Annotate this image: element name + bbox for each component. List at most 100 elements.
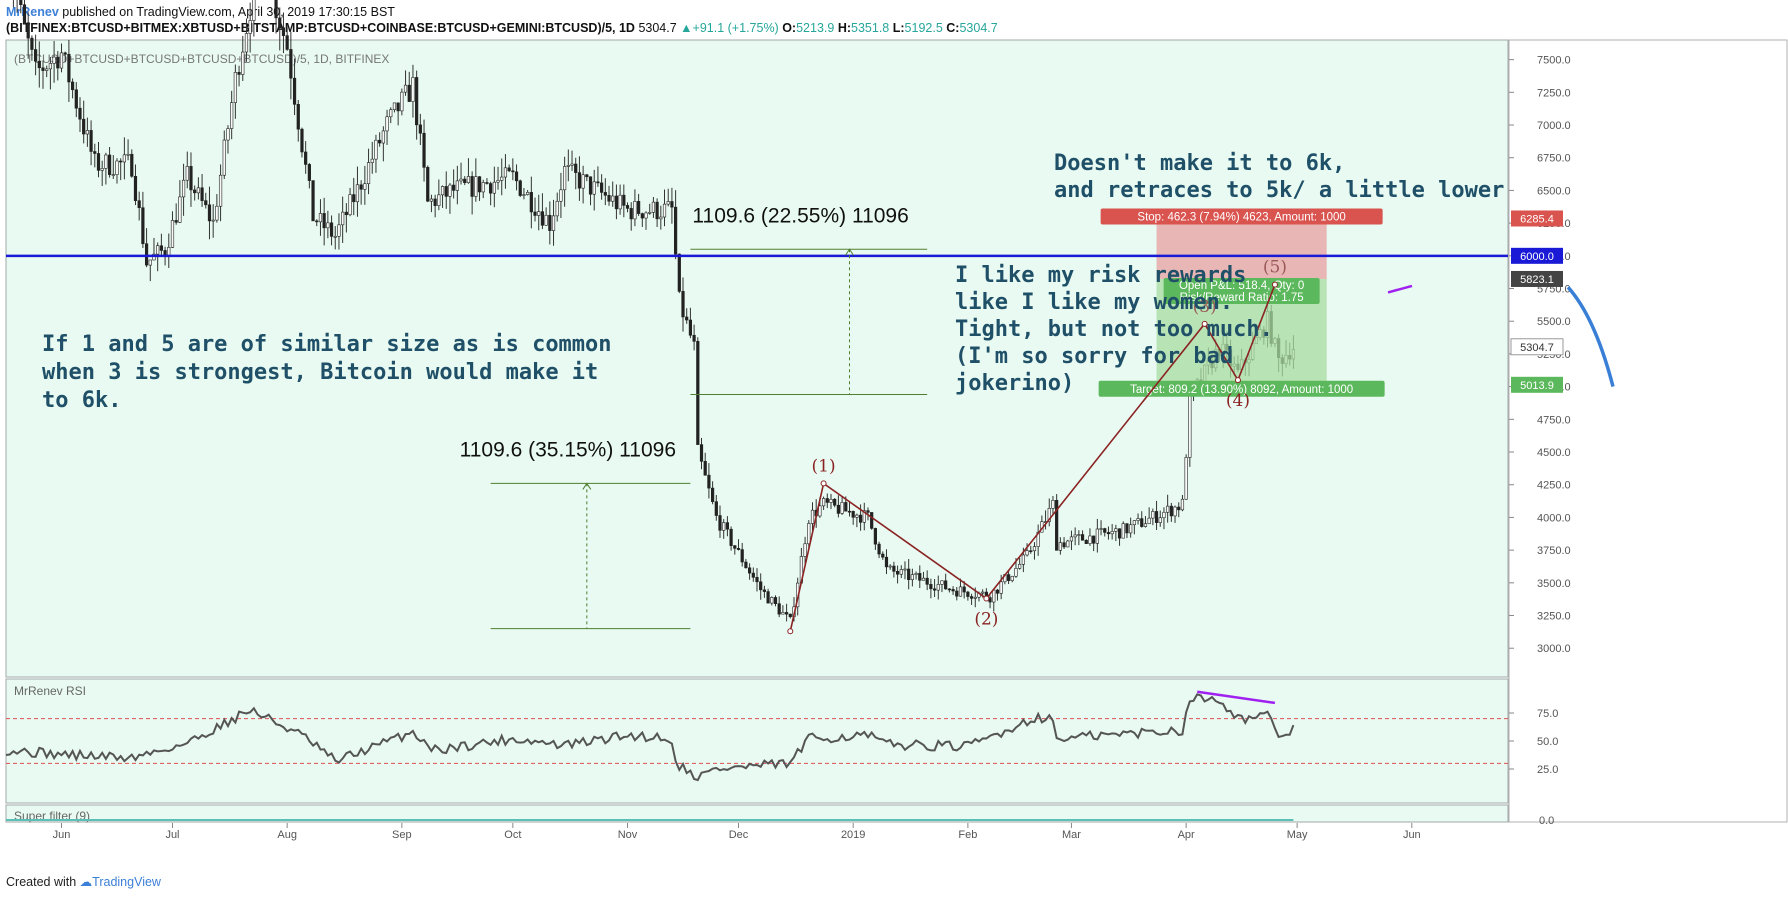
- measure-label: 1109.6 (35.15%) 11096: [460, 438, 676, 461]
- candle-body: [858, 514, 863, 523]
- candle-body: [104, 154, 108, 169]
- candle-body: [688, 319, 693, 336]
- divergence-line-rsi: [1197, 690, 1276, 705]
- note-retrace: Doesn't make it to 6k,and retraces to 5k…: [1054, 151, 1504, 203]
- candle-body: [237, 72, 241, 75]
- candle-body: [1166, 505, 1170, 513]
- candle-body: [485, 182, 489, 184]
- wave-dot: [1234, 377, 1241, 384]
- publish-info: published on TradingView.com, April 30, …: [62, 5, 395, 19]
- candle-body: [400, 91, 404, 112]
- candle-body: [363, 183, 367, 190]
- divergence-line-price: [1387, 284, 1413, 294]
- candle-body: [603, 192, 607, 196]
- note-wave-thesis-line: when 3 is strongest, Bitcoin would make …: [42, 360, 598, 385]
- candle-body: [714, 501, 718, 516]
- candle-body: [1162, 511, 1166, 519]
- candle-body: [426, 167, 430, 202]
- candle-body: [1154, 511, 1159, 523]
- price-tick-label: 6500.0: [1537, 185, 1571, 197]
- candle-body: [651, 201, 656, 213]
- candle-body: [895, 571, 900, 575]
- candle-body: [847, 510, 852, 513]
- candle-body: [193, 189, 197, 194]
- candle-body: [563, 166, 567, 191]
- superfilter-pane: [5, 804, 1509, 823]
- measurement-1: [690, 248, 928, 395]
- candle-body: [748, 567, 752, 574]
- time-tick-label: Jun: [1403, 829, 1421, 841]
- candle-body: [466, 176, 471, 184]
- price-tick-label: 5500.0: [1537, 316, 1571, 328]
- candle-body: [944, 580, 948, 590]
- candle-body: [751, 572, 755, 578]
- candle-body: [1025, 550, 1029, 556]
- candle-body: [315, 220, 319, 223]
- rsi-tick-label: 50.0: [1537, 736, 1558, 748]
- candle-body: [433, 198, 437, 206]
- tradingview-logo-icon[interactable]: ☁: [79, 875, 93, 889]
- pane-label: (BTCUSD+BTCUSD+BTCUSD+BTCUSD+BTCUSD)/5, …: [14, 52, 389, 66]
- candle-body: [537, 211, 541, 216]
- candle-body: [729, 528, 733, 546]
- candle-body: [877, 543, 881, 555]
- candle-body: [940, 580, 944, 585]
- candle-body: [1032, 546, 1037, 552]
- note-risk-reward-line: (I'm so sorry for bad: [955, 344, 1233, 369]
- candle-body: [159, 245, 163, 251]
- open-value: 5213.9: [796, 21, 835, 35]
- candle-body: [781, 612, 785, 615]
- stop-label-text: Stop: 462.3 (7.94%) 4623, Amount: 1000: [1137, 211, 1345, 223]
- candle-body: [359, 184, 363, 190]
- candle-body: [770, 597, 774, 604]
- candle-body: [1077, 534, 1081, 536]
- candle-body: [289, 49, 293, 79]
- candle-body: [662, 203, 667, 218]
- candle-body: [1051, 500, 1055, 509]
- candle-body: [522, 194, 526, 196]
- target-label-box: [1098, 380, 1385, 397]
- candle-body: [322, 213, 326, 229]
- candle-body: [1014, 568, 1018, 577]
- candle-body: [130, 153, 134, 177]
- candle-body: [437, 194, 441, 206]
- candle-body: [932, 588, 937, 591]
- measurement-2: [490, 482, 691, 630]
- candle-body: [185, 166, 189, 181]
- candle-body: [381, 130, 385, 144]
- candle-body: [855, 514, 859, 518]
- wave-label: (1): [812, 456, 836, 476]
- candle-body: [470, 176, 474, 197]
- candle-body: [551, 215, 556, 231]
- time-tick-label: Feb: [958, 829, 977, 841]
- chart-header: MrRenev published on TradingView.com, Ap…: [6, 4, 1106, 36]
- time-tick-label: Nov: [618, 829, 638, 841]
- tradingview-brand[interactable]: TradingView: [92, 875, 161, 889]
- candle-body: [666, 201, 670, 205]
- note-risk-reward-line: Tight, but not too much.: [955, 317, 1273, 342]
- candle-body: [230, 102, 234, 129]
- candle-body: [311, 180, 315, 222]
- author-name[interactable]: MrRenev: [6, 5, 59, 19]
- candle-body: [744, 561, 748, 569]
- up-arrow-icon: ▲: [680, 21, 693, 35]
- measure-arrow-head: [582, 482, 592, 490]
- candle-body: [407, 84, 411, 102]
- note-retrace-line: Doesn't make it to 6k,: [1054, 151, 1345, 176]
- candle-body: [629, 208, 633, 220]
- candle-body: [93, 151, 97, 154]
- candle-body: [59, 52, 64, 69]
- axis-tag-entry: 5823.1: [1511, 270, 1563, 287]
- candle-body: [526, 192, 530, 195]
- candle-body: [1106, 532, 1111, 535]
- candle-body: [936, 584, 940, 591]
- created-with-label: Created with: [6, 875, 77, 889]
- candle-body: [1180, 498, 1185, 511]
- candle-body: [544, 214, 548, 226]
- candle-body: [833, 498, 837, 506]
- ohlc-readout: O:5213.9 H:5351.8 L:5192.5 C:5304.7: [782, 21, 998, 35]
- stop-label: Stop: 462.3 (7.94%) 4623, Amount: 1000: [1100, 208, 1383, 225]
- axis-tag-box: [1511, 210, 1563, 227]
- candle-body: [722, 522, 726, 531]
